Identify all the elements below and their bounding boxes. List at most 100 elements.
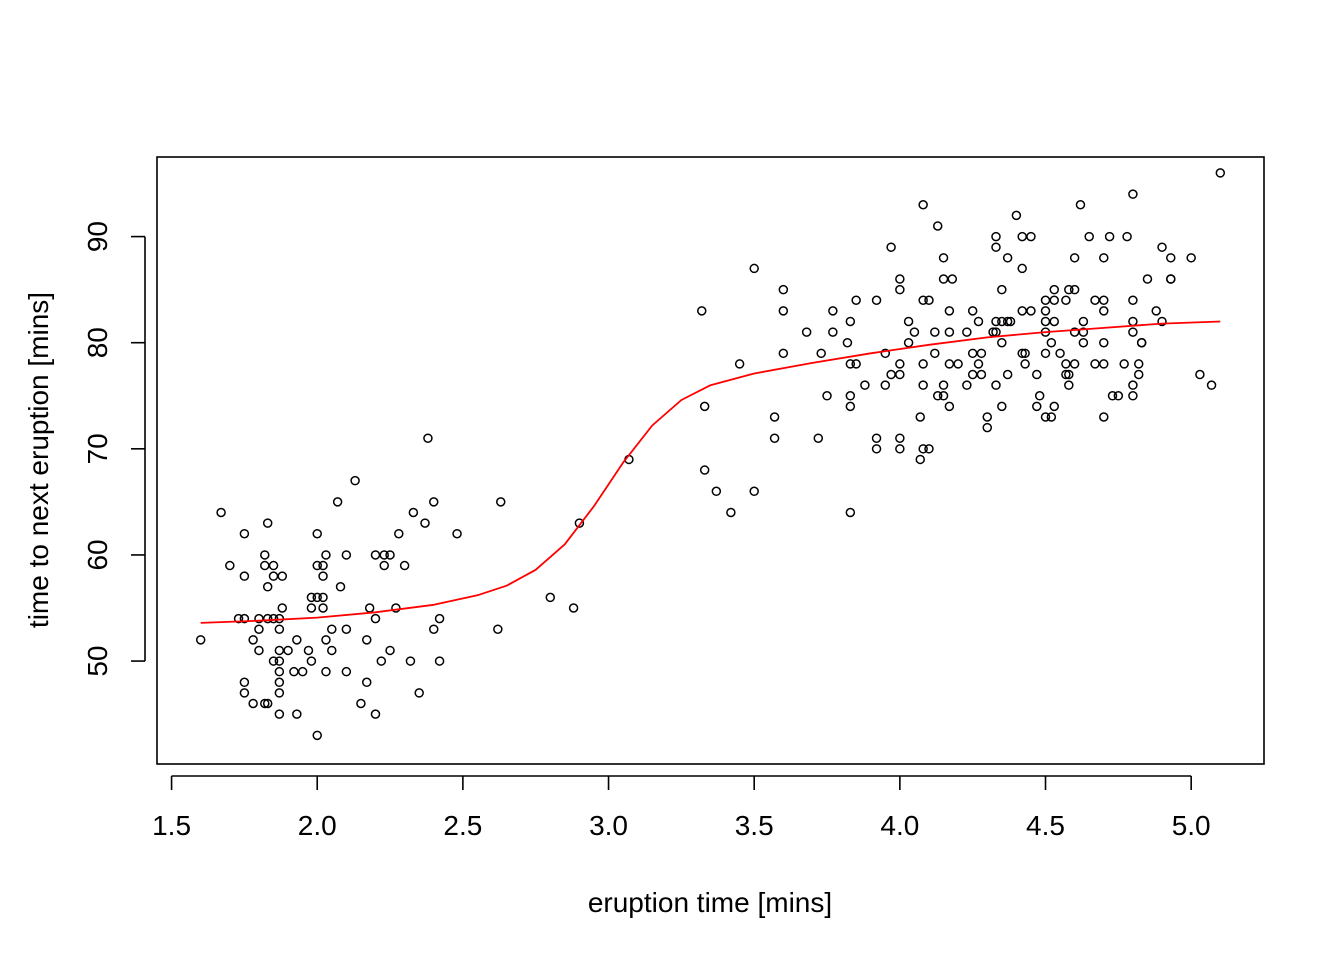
data-point xyxy=(274,656,285,666)
data-point xyxy=(1128,189,1138,199)
data-point xyxy=(1151,306,1161,316)
data-point xyxy=(1040,348,1051,359)
data-point xyxy=(1002,253,1013,263)
data-point xyxy=(452,528,462,539)
data-point xyxy=(918,444,928,454)
data-point xyxy=(991,242,1001,252)
data-point xyxy=(1195,369,1205,380)
data-point xyxy=(1020,348,1030,359)
data-point xyxy=(306,603,317,613)
data-point xyxy=(1049,401,1060,412)
data-point xyxy=(274,677,285,688)
data-point xyxy=(1099,306,1109,316)
data-point xyxy=(903,316,914,327)
data-point xyxy=(260,560,270,571)
data-point xyxy=(1005,316,1016,327)
data-point xyxy=(277,603,288,613)
data-point xyxy=(973,359,984,369)
data-point xyxy=(895,433,905,443)
data-point xyxy=(574,518,585,528)
data-point xyxy=(216,507,226,518)
data-point xyxy=(233,613,244,624)
data-point xyxy=(318,603,328,613)
data-point xyxy=(860,380,870,390)
y-tick-label: 80 xyxy=(82,327,113,358)
data-point xyxy=(944,359,955,369)
data-point xyxy=(895,274,905,284)
x-tick-label: 3.0 xyxy=(589,810,628,841)
data-point xyxy=(1113,391,1124,401)
data-point xyxy=(1032,369,1042,380)
data-point xyxy=(408,507,419,518)
data-point xyxy=(429,497,439,507)
data-point xyxy=(289,666,299,677)
data-point xyxy=(1064,284,1074,295)
data-point xyxy=(312,730,322,741)
data-points xyxy=(195,168,1226,741)
data-point xyxy=(851,295,861,306)
data-point xyxy=(828,306,838,316)
data-point xyxy=(997,337,1007,348)
data-point xyxy=(1040,306,1051,316)
data-point xyxy=(1040,412,1051,422)
data-point xyxy=(1020,359,1030,369)
data-point xyxy=(697,306,707,316)
data-point xyxy=(1099,412,1109,422)
data-point xyxy=(726,507,736,518)
data-point xyxy=(1128,391,1138,401)
data-point xyxy=(379,550,389,560)
data-point xyxy=(321,635,331,645)
data-point xyxy=(845,359,856,369)
data-point xyxy=(880,348,891,359)
data-point xyxy=(711,486,722,497)
data-point xyxy=(1078,316,1089,327)
data-point xyxy=(545,592,556,603)
data-point xyxy=(944,327,955,337)
data-point xyxy=(292,709,302,719)
data-point xyxy=(871,295,882,306)
data-point xyxy=(385,645,395,656)
x-axis: 1.5 2.0 2.5 3.0 3.5 4.0 4.5 5.0 xyxy=(152,775,1211,841)
data-point xyxy=(1122,231,1132,242)
data-point xyxy=(749,263,759,274)
data-point xyxy=(895,284,905,295)
y-tick-label: 50 xyxy=(82,645,113,676)
data-point xyxy=(405,656,416,666)
data-point xyxy=(1133,369,1144,380)
data-point xyxy=(303,645,314,656)
data-point xyxy=(903,337,914,348)
data-point xyxy=(254,624,264,634)
data-point xyxy=(414,688,424,698)
data-point xyxy=(915,412,925,422)
data-point xyxy=(1032,401,1042,412)
y-tick-label: 60 xyxy=(82,539,113,570)
data-point xyxy=(274,666,285,677)
data-point xyxy=(268,613,279,624)
data-point xyxy=(248,698,258,709)
data-point xyxy=(699,465,710,475)
data-point xyxy=(1075,200,1086,210)
data-point xyxy=(976,369,987,380)
data-point xyxy=(1166,274,1176,284)
data-point xyxy=(967,369,978,380)
data-point xyxy=(1069,284,1080,295)
data-point xyxy=(1017,348,1027,359)
data-point xyxy=(947,274,958,284)
data-point xyxy=(967,306,978,316)
y-tick-label: 70 xyxy=(82,433,113,464)
data-point xyxy=(385,550,395,560)
data-point xyxy=(274,709,285,719)
data-point xyxy=(318,571,328,581)
data-point xyxy=(341,666,352,677)
data-point xyxy=(1069,359,1080,369)
data-point xyxy=(769,433,780,443)
data-point xyxy=(1046,337,1057,348)
data-point xyxy=(909,327,920,337)
data-point xyxy=(828,327,838,337)
data-point xyxy=(1099,253,1109,263)
data-point xyxy=(918,380,928,390)
data-point xyxy=(918,200,928,210)
data-point xyxy=(239,677,250,688)
data-point xyxy=(886,369,896,380)
data-point xyxy=(932,391,943,401)
